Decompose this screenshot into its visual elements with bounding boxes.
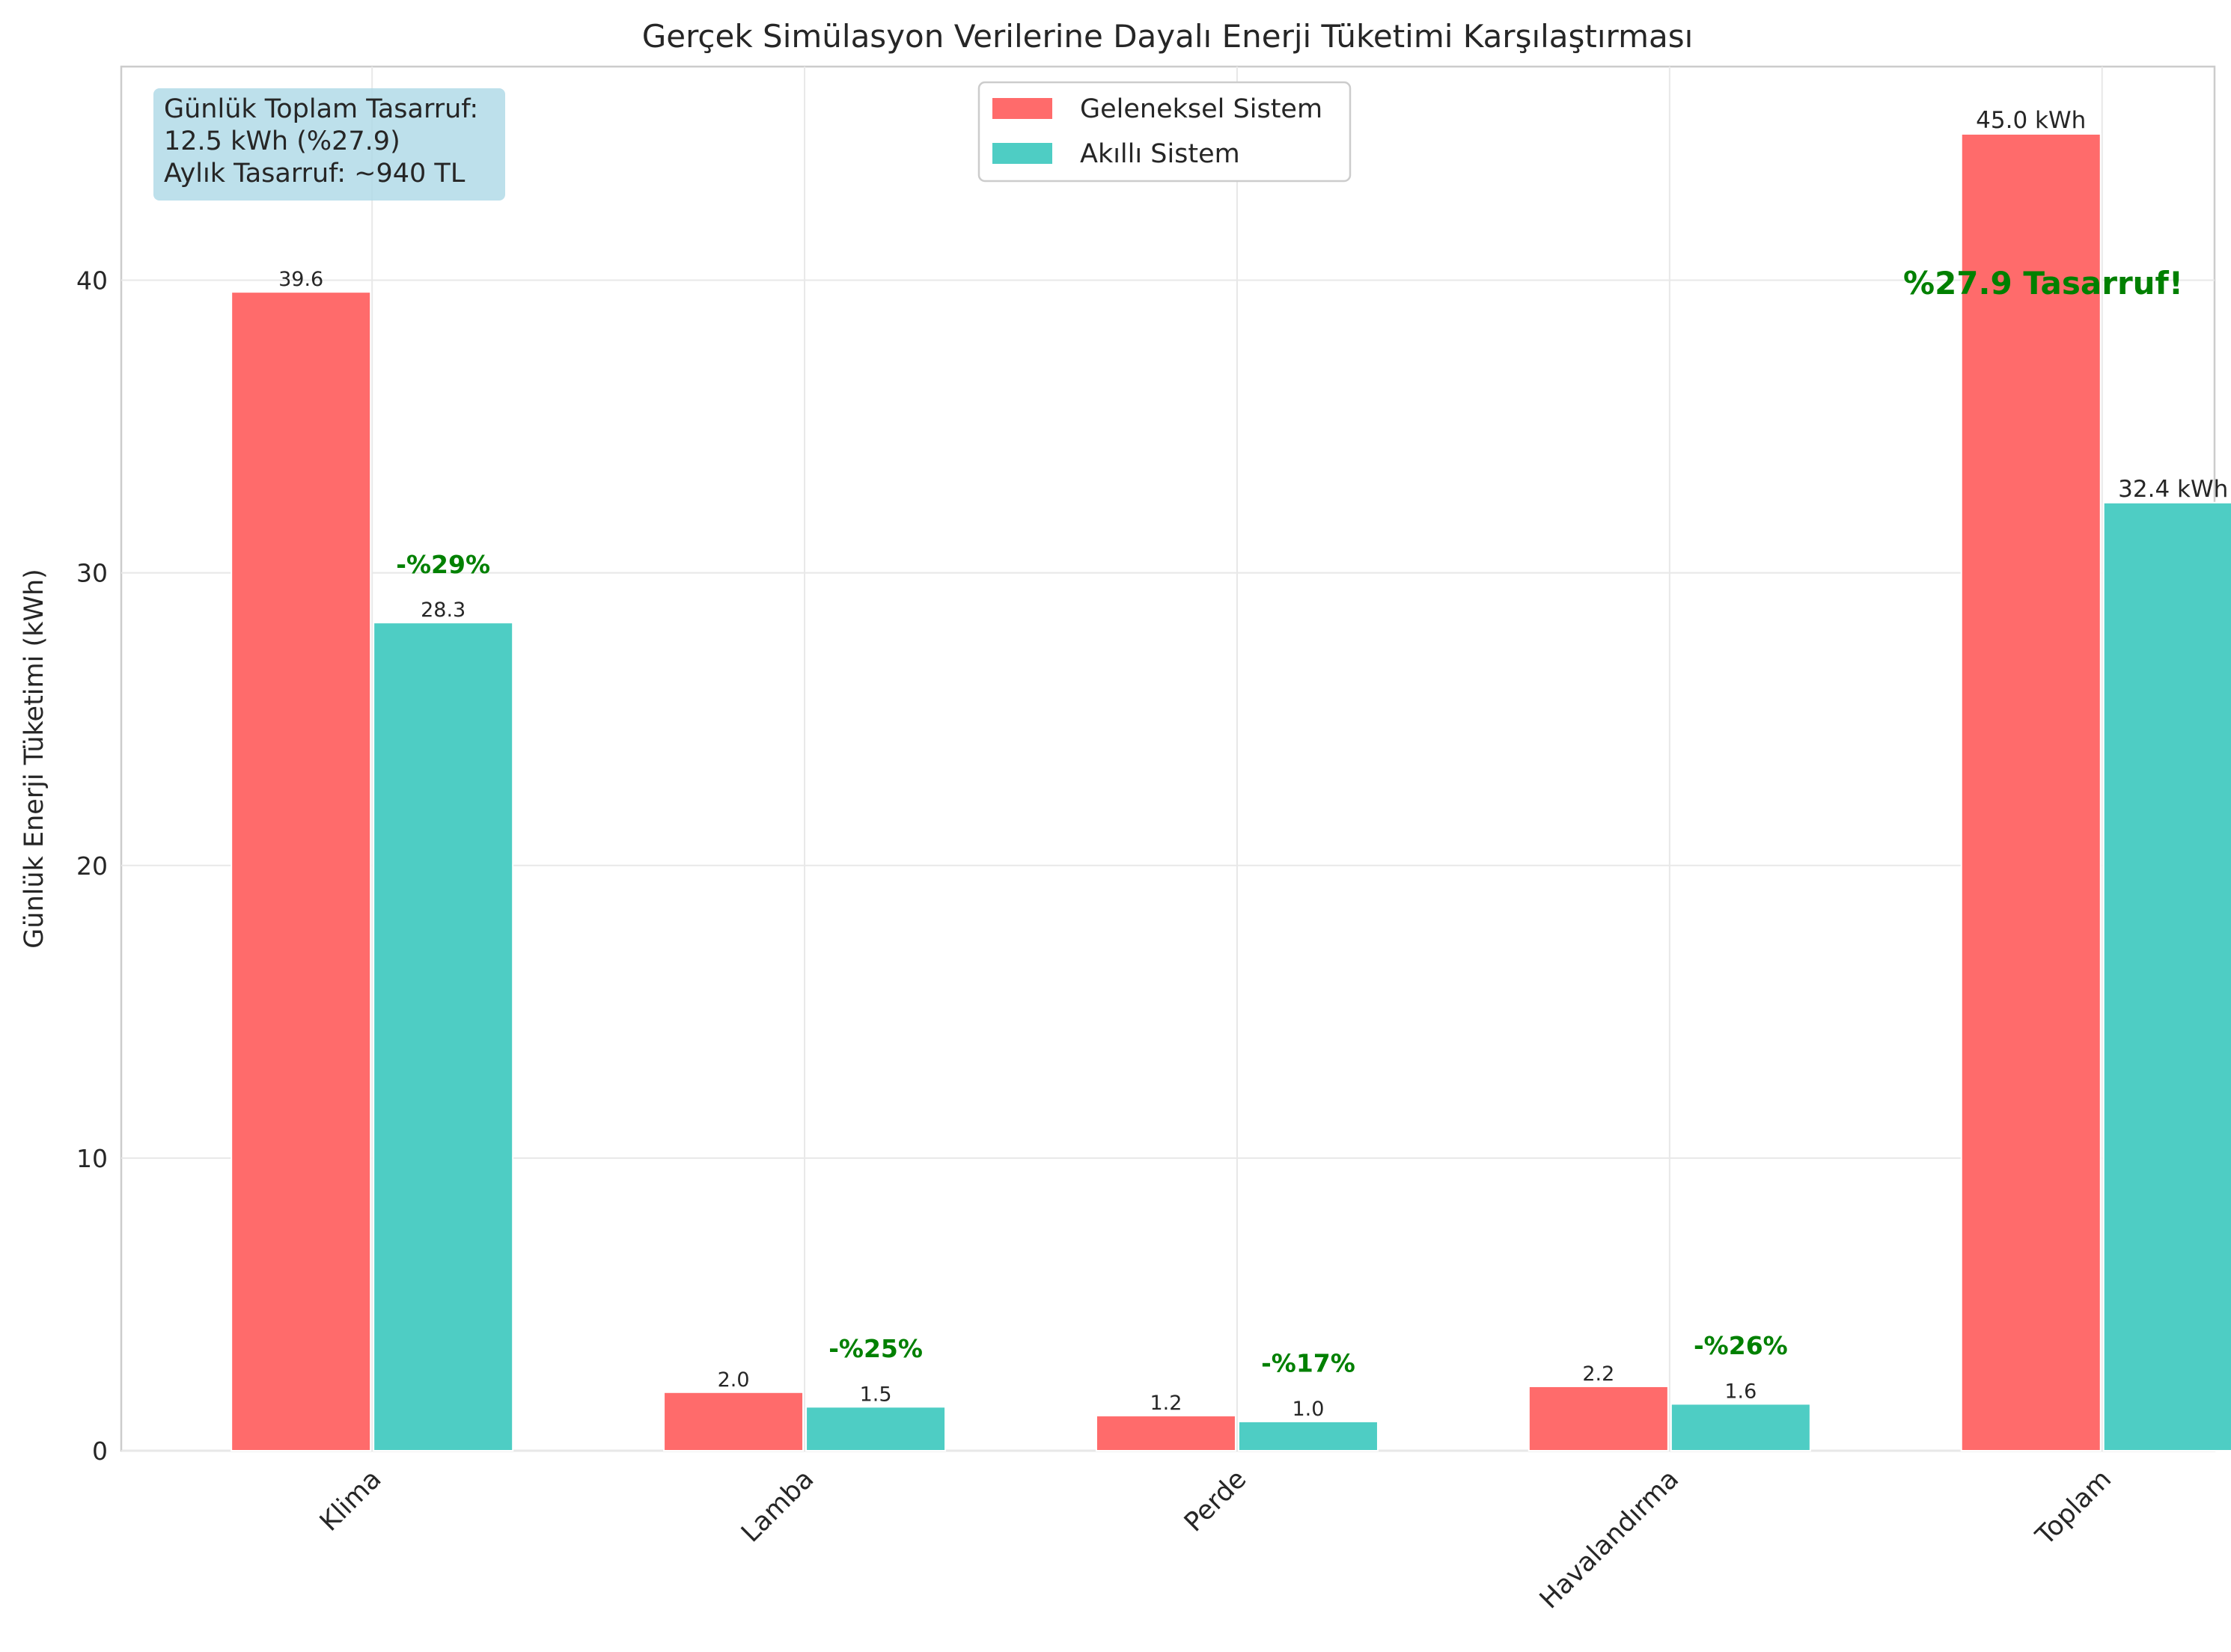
legend-label-akilli: Akıllı Sistem [1080, 139, 1240, 169]
x-tick-label: Klima [314, 1464, 388, 1538]
bar-value-label: 1.2 [1150, 1392, 1182, 1415]
bar-value-label: 1.5 [860, 1383, 892, 1406]
bar-geleneksel [1960, 132, 2102, 1451]
info-box-line-1: Günlük Toplam Tasarruf: [164, 94, 478, 124]
x-tick-label: Toplam [2030, 1464, 2117, 1552]
y-tick-label: 10 [76, 1144, 108, 1173]
info-box-line-2: 12.5 kWh (%27.9) [164, 126, 400, 156]
legend-swatch-akilli [992, 143, 1052, 164]
bar-value-label: 2.0 [718, 1368, 750, 1392]
bar-geleneksel [1527, 1385, 1669, 1451]
y-axis-label: Günlük Enerji Tüketimi (kWh) [19, 569, 49, 949]
x-axis: Klima Lamba Perde Havalandırma Toplam [314, 1464, 2117, 1615]
y-tick-label: 0 [92, 1437, 108, 1466]
bar-value-label: 2.2 [1582, 1362, 1614, 1386]
info-box-background [153, 88, 505, 201]
legend-label-geleneksel: Geleneksel Sistem [1080, 94, 1322, 124]
bar-value-label: 32.4 kWh [2118, 476, 2228, 503]
bar-akilli [1237, 1420, 1379, 1451]
bar-akilli [373, 622, 514, 1452]
y-axis: 0 10 20 30 40 [76, 266, 108, 1466]
legend-swatch-geleneksel [992, 98, 1052, 119]
y-tick-label: 40 [76, 266, 108, 296]
bar-akilli [1670, 1403, 1811, 1452]
savings-label: -%17% [1261, 1349, 1355, 1378]
savings-label: -%26% [1694, 1331, 1788, 1360]
bar-value-label: 28.3 [421, 599, 466, 622]
x-tick-label: Lamba [736, 1464, 820, 1548]
bar-value-label: 45.0 kWh [1976, 107, 2086, 134]
bar-geleneksel [663, 1391, 805, 1451]
x-tick-label: Perde [1179, 1464, 1252, 1538]
savings-label: -%25% [828, 1334, 923, 1363]
bars [231, 132, 2231, 1452]
bar-value-label: 39.6 [278, 268, 323, 291]
bar-akilli [805, 1406, 947, 1451]
y-tick-label: 20 [76, 851, 108, 881]
info-box: Günlük Toplam Tasarruf: 12.5 kWh (%27.9)… [153, 88, 505, 201]
bar-labels: 39.6 28.3 -%29% 2.0 1.5 -%25% 1.2 1.0 -%17% 2.2 1.… [278, 107, 2228, 1421]
bar-akilli [2102, 501, 2231, 1451]
bar-value-label: 1.0 [1292, 1398, 1324, 1421]
x-tick-label: Havalandırma [1534, 1464, 1685, 1615]
legend: Geleneksel Sistem Akıllı Sistem [977, 81, 1352, 183]
bar-geleneksel [1095, 1415, 1236, 1452]
bar-value-label: 1.6 [1724, 1380, 1757, 1403]
total-savings-label: %27.9 Tasarruf! [1903, 265, 2183, 302]
bar-geleneksel [231, 291, 372, 1451]
chart-title: Gerçek Simülasyon Verilerine Dayalı Ener… [642, 18, 1694, 55]
legend-frame [977, 81, 1352, 183]
savings-label: -%29% [396, 550, 490, 579]
info-box-line-3: Aylık Tasarruf: ~940 TL [164, 159, 466, 189]
y-tick-label: 30 [76, 559, 108, 588]
